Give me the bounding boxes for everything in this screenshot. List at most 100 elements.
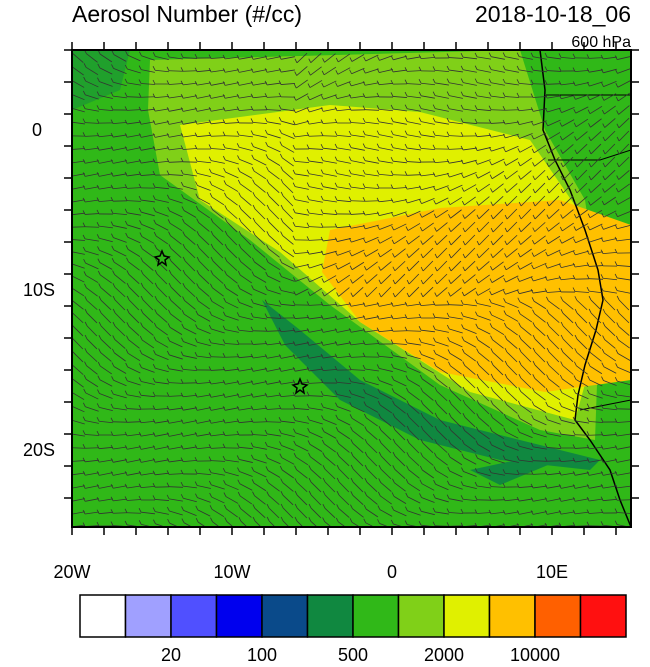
wind-barb <box>85 147 99 151</box>
wind-barb <box>197 355 211 359</box>
wind-barb <box>180 107 184 112</box>
wind-barb <box>252 504 256 509</box>
wind-barb <box>110 91 114 97</box>
wind-barb <box>407 95 421 99</box>
colorbar-box <box>79 594 127 638</box>
wind-barb <box>390 55 394 60</box>
wind-barb <box>377 519 380 524</box>
wind-barb <box>85 66 99 76</box>
wind-barb <box>379 368 393 372</box>
wind-barb <box>308 58 312 63</box>
wind-barb <box>408 248 420 258</box>
wind-barb <box>586 286 590 292</box>
wind-barb <box>334 118 338 124</box>
wind-barb <box>166 158 170 163</box>
wind-barb <box>475 187 479 193</box>
wind-barb <box>236 93 240 99</box>
wind-barb <box>96 417 100 422</box>
wind-barb <box>492 195 504 207</box>
wind-barb <box>478 403 490 415</box>
wind-barb <box>72 148 86 150</box>
wind-barb <box>432 66 436 71</box>
wind-barb <box>156 286 168 298</box>
wind-barb <box>282 195 294 207</box>
wind-barb <box>86 53 98 63</box>
wind-barb <box>251 479 255 484</box>
wind-barb <box>506 390 518 402</box>
wind-barb <box>586 471 590 476</box>
wind-barb <box>208 81 212 86</box>
wind-barb <box>574 308 578 314</box>
wind-barb <box>110 471 114 476</box>
wind-barb <box>169 510 183 516</box>
wind-barb <box>320 156 324 161</box>
wind-barb <box>574 361 577 367</box>
wind-barb <box>139 244 143 250</box>
wind-barb <box>225 108 239 112</box>
wind-barb <box>111 245 115 251</box>
wind-barb <box>336 439 339 444</box>
wind-barb <box>138 508 142 513</box>
wind-barb <box>337 186 351 190</box>
wind-barb <box>432 172 436 177</box>
wind-barb <box>490 227 494 233</box>
wind-barb <box>265 271 269 277</box>
wind-barb <box>238 230 242 236</box>
wind-barb <box>113 446 127 450</box>
wind-barb <box>492 221 504 233</box>
wind-barb <box>421 366 435 374</box>
wind-barb <box>222 393 226 398</box>
wind-barb <box>264 299 268 304</box>
wind-barb <box>310 481 322 493</box>
wind-barb <box>124 78 128 84</box>
wind-barb <box>152 495 156 500</box>
wind-barb <box>236 443 240 448</box>
wind-barb <box>320 366 324 371</box>
wind-barb <box>390 327 394 332</box>
wind-barb <box>295 342 309 346</box>
site-marker <box>291 376 309 395</box>
wind-barb <box>196 160 212 164</box>
wind-barb <box>138 120 142 125</box>
wind-barb <box>586 509 590 514</box>
wind-barb <box>390 170 394 175</box>
wind-barb <box>392 279 396 285</box>
wind-barb <box>320 195 324 201</box>
wind-barb <box>446 159 450 164</box>
wind-barb <box>240 261 252 271</box>
wind-barb <box>587 213 591 218</box>
wind-barb <box>478 417 490 427</box>
wind-barb <box>351 316 365 320</box>
wind-barb <box>408 391 420 401</box>
wind-barb <box>517 309 521 315</box>
wind-barb <box>352 455 364 467</box>
wind-barb <box>446 78 450 83</box>
wind-barb <box>547 119 561 127</box>
wind-barb <box>349 401 353 407</box>
wind-barb <box>420 56 436 60</box>
wind-barb <box>561 119 575 127</box>
colorbar-box <box>534 594 582 638</box>
wind-barb <box>324 456 336 466</box>
wind-barb <box>254 221 266 233</box>
wind-barb <box>155 223 169 231</box>
wind-barb <box>351 303 365 307</box>
wind-barb <box>152 183 156 188</box>
wind-barb <box>181 506 184 511</box>
wind-barb <box>197 95 211 99</box>
wind-barb <box>533 432 547 438</box>
wind-barb <box>531 148 535 153</box>
wind-barb <box>293 96 297 101</box>
wind-barb <box>362 352 366 358</box>
wind-barb <box>600 417 604 423</box>
wind-barb <box>489 323 493 328</box>
wind-barb <box>366 261 378 271</box>
wind-barb <box>350 200 366 202</box>
wind-barb <box>197 197 211 205</box>
wind-barb <box>85 238 99 242</box>
wind-barb <box>505 145 519 153</box>
wind-barb <box>393 223 407 231</box>
wind-barb <box>492 208 504 220</box>
wind-barb <box>82 497 86 502</box>
wind-barb <box>72 351 84 363</box>
